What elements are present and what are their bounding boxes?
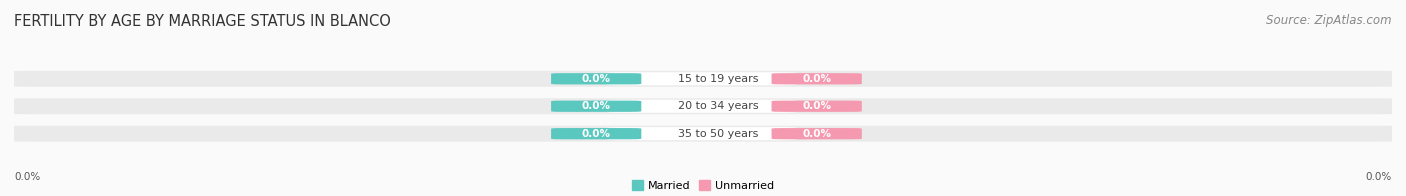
Text: 0.0%: 0.0% — [803, 129, 831, 139]
Text: 0.0%: 0.0% — [582, 101, 610, 111]
FancyBboxPatch shape — [606, 72, 796, 85]
FancyBboxPatch shape — [772, 101, 862, 112]
FancyBboxPatch shape — [772, 73, 862, 84]
FancyBboxPatch shape — [551, 73, 641, 84]
Text: 0.0%: 0.0% — [582, 74, 610, 84]
FancyBboxPatch shape — [7, 98, 1399, 114]
FancyBboxPatch shape — [772, 128, 862, 139]
Text: 0.0%: 0.0% — [1365, 172, 1392, 182]
Text: 0.0%: 0.0% — [582, 129, 610, 139]
Legend: Married, Unmarried: Married, Unmarried — [630, 178, 776, 193]
FancyBboxPatch shape — [606, 127, 796, 140]
FancyBboxPatch shape — [7, 126, 1399, 142]
FancyBboxPatch shape — [551, 101, 641, 112]
FancyBboxPatch shape — [7, 71, 1399, 87]
Text: 0.0%: 0.0% — [14, 172, 41, 182]
FancyBboxPatch shape — [606, 100, 796, 113]
Text: 20 to 34 years: 20 to 34 years — [678, 101, 758, 111]
Text: 35 to 50 years: 35 to 50 years — [678, 129, 758, 139]
Text: 15 to 19 years: 15 to 19 years — [678, 74, 758, 84]
Text: Source: ZipAtlas.com: Source: ZipAtlas.com — [1267, 14, 1392, 27]
Text: 0.0%: 0.0% — [803, 74, 831, 84]
Text: FERTILITY BY AGE BY MARRIAGE STATUS IN BLANCO: FERTILITY BY AGE BY MARRIAGE STATUS IN B… — [14, 14, 391, 29]
Text: 0.0%: 0.0% — [803, 101, 831, 111]
FancyBboxPatch shape — [551, 128, 641, 139]
